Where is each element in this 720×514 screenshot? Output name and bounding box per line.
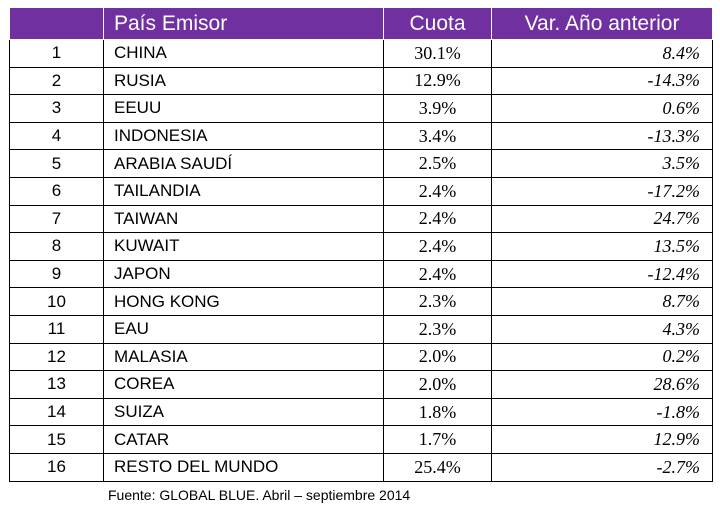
variation-cell: 0.2% (491, 342, 713, 372)
variation-cell: -13.3% (491, 121, 713, 151)
header-variation: Var. Año anterior (491, 7, 713, 40)
share-cell: 2.4% (383, 259, 492, 289)
share-cell: 3.9% (383, 94, 492, 123)
header-rank (9, 7, 104, 40)
variation-cell: 28.6% (491, 370, 713, 399)
share-cell: 2.0% (383, 370, 492, 399)
country-cell: TAILANDIA (103, 176, 384, 206)
country-cell: COREA (103, 370, 384, 399)
country-cell: KUWAIT (103, 232, 384, 261)
share-cell: 2.5% (383, 149, 492, 178)
share-cell: 2.3% (383, 314, 492, 344)
rank-cell: 7 (9, 204, 104, 234)
table-row: 15 CATAR 1.7% 12.9% (9, 425, 713, 454)
variation-cell: 24.7% (491, 204, 713, 234)
share-cell: 2.4% (383, 232, 492, 261)
country-cell: RUSIA (103, 66, 384, 96)
share-cell: 30.1% (383, 39, 492, 68)
rank-cell: 12 (9, 342, 104, 372)
table-row: 10 HONG KONG 2.3% 8.7% (9, 287, 713, 316)
table-container: País Emisor Cuota Var. Año anterior 1 CH… (9, 7, 713, 482)
rank-cell: 10 (9, 287, 104, 316)
variation-cell: -12.4% (491, 259, 713, 289)
country-cell: TAIWAN (103, 204, 384, 234)
country-cell: HONG KONG (103, 287, 384, 316)
rank-cell: 3 (9, 94, 104, 123)
table-row: 5 ARABIA SAUDÍ 2.5% 3.5% (9, 149, 713, 178)
variation-cell: 3.5% (491, 149, 713, 178)
table-row: 14 SUIZA 1.8% -1.8% (9, 397, 713, 427)
rank-cell: 14 (9, 397, 104, 427)
variation-cell: -1.8% (491, 397, 713, 427)
rank-cell: 6 (9, 176, 104, 206)
variation-cell: -17.2% (491, 176, 713, 206)
table-row: 2 RUSIA 12.9% -14.3% (9, 66, 713, 96)
country-cell: CATAR (103, 425, 384, 454)
country-cell: INDONESIA (103, 121, 384, 151)
share-cell: 2.3% (383, 287, 492, 316)
rank-cell: 8 (9, 232, 104, 261)
table-row: 12 MALASIA 2.0% 0.2% (9, 342, 713, 372)
country-cell: JAPON (103, 259, 384, 289)
country-cell: EAU (103, 314, 384, 344)
table-row: 11 EAU 2.3% 4.3% (9, 314, 713, 344)
table-row: 7 TAIWAN 2.4% 24.7% (9, 204, 713, 234)
share-cell: 1.7% (383, 425, 492, 454)
rank-cell: 4 (9, 121, 104, 151)
table-row: 6 TAILANDIA 2.4% -17.2% (9, 176, 713, 206)
country-share-table: País Emisor Cuota Var. Año anterior 1 CH… (9, 7, 713, 482)
country-cell: ARABIA SAUDÍ (103, 149, 384, 178)
rank-cell: 15 (9, 425, 104, 454)
variation-cell: 0.6% (491, 94, 713, 123)
country-cell: SUIZA (103, 397, 384, 427)
country-cell: RESTO DEL MUNDO (103, 452, 384, 482)
rank-cell: 2 (9, 66, 104, 96)
table-row: 9 JAPON 2.4% -12.4% (9, 259, 713, 289)
variation-cell: 4.3% (491, 314, 713, 344)
table-row: 8 KUWAIT 2.4% 13.5% (9, 232, 713, 261)
share-cell: 2.0% (383, 342, 492, 372)
variation-cell: 8.4% (491, 39, 713, 68)
variation-cell: 12.9% (491, 425, 713, 454)
header-country: País Emisor (103, 7, 384, 40)
rank-cell: 5 (9, 149, 104, 178)
table-row: 3 EEUU 3.9% 0.6% (9, 94, 713, 123)
table-row: 1 CHINA 30.1% 8.4% (9, 39, 713, 68)
country-cell: CHINA (103, 39, 384, 68)
country-cell: EEUU (103, 94, 384, 123)
share-cell: 25.4% (383, 452, 492, 482)
share-cell: 2.4% (383, 204, 492, 234)
variation-cell: -2.7% (491, 452, 713, 482)
share-cell: 1.8% (383, 397, 492, 427)
table-row: 13 COREA 2.0% 28.6% (9, 370, 713, 399)
country-cell: MALASIA (103, 342, 384, 372)
table-header-row: País Emisor Cuota Var. Año anterior (9, 7, 713, 40)
table-row: 4 INDONESIA 3.4% -13.3% (9, 121, 713, 151)
rank-cell: 13 (9, 370, 104, 399)
variation-cell: 13.5% (491, 232, 713, 261)
table-row: 16 RESTO DEL MUNDO 25.4% -2.7% (9, 452, 713, 482)
rank-cell: 16 (9, 452, 104, 482)
header-share: Cuota (383, 7, 492, 40)
variation-cell: -14.3% (491, 66, 713, 96)
source-note: Fuente: GLOBAL BLUE. Abril – septiembre … (108, 487, 411, 503)
share-cell: 12.9% (383, 66, 492, 96)
share-cell: 2.4% (383, 176, 492, 206)
variation-cell: 8.7% (491, 287, 713, 316)
rank-cell: 11 (9, 314, 104, 344)
share-cell: 3.4% (383, 121, 492, 151)
rank-cell: 9 (9, 259, 104, 289)
rank-cell: 1 (9, 39, 104, 68)
